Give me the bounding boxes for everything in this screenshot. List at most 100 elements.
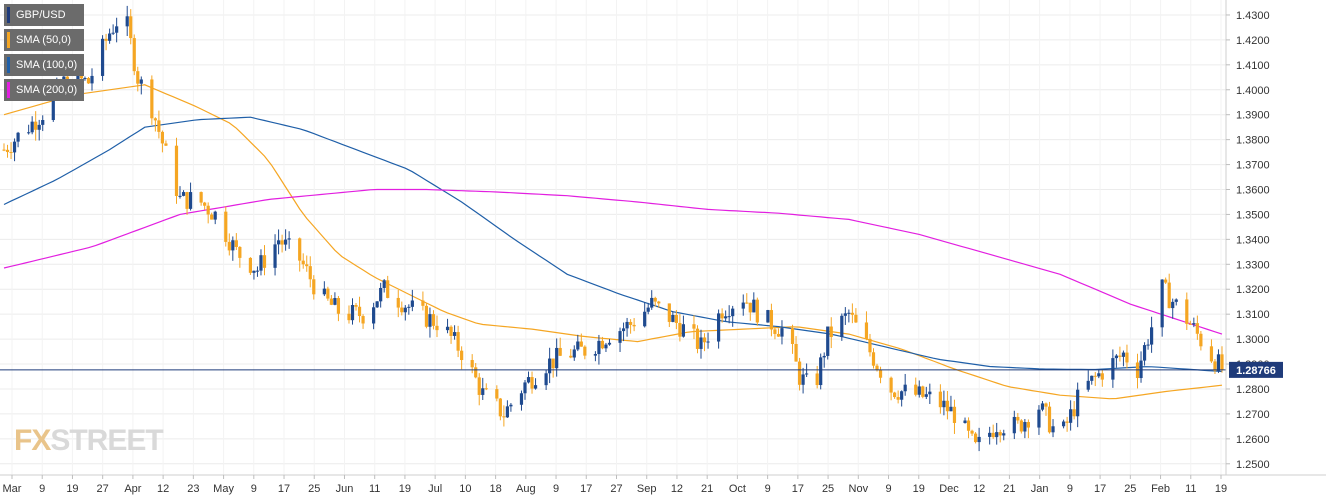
x-tick-label: 21: [1003, 483, 1015, 495]
candle-body: [470, 360, 474, 368]
candle-body: [755, 299, 759, 323]
y-tick-label: 1.3900: [1236, 110, 1270, 122]
candle-body: [424, 305, 429, 327]
candle-body: [1164, 279, 1168, 283]
candle-body: [928, 391, 932, 395]
legend-item-gbpusd[interactable]: GBP/USD: [4, 4, 84, 26]
last-price-badge: 1.28766: [1229, 361, 1283, 378]
x-tick-label: 11: [1185, 483, 1196, 495]
candle-body: [298, 238, 302, 261]
x-tick-label: 17: [580, 483, 592, 495]
candle-body: [604, 344, 608, 349]
candle-body: [139, 79, 143, 84]
x-tick-label: 19: [66, 483, 78, 495]
candle-body: [921, 386, 925, 397]
candle-body: [34, 121, 38, 130]
x-tick-label: Nov: [849, 483, 869, 495]
candle-body: [569, 355, 573, 358]
candle-body: [357, 306, 362, 317]
candle-body: [90, 75, 94, 84]
candle-body: [474, 367, 478, 378]
x-tick-label: 27: [610, 483, 622, 495]
y-tick-label: 1.3100: [1236, 309, 1270, 321]
candle-body: [854, 314, 858, 323]
candle-body: [322, 288, 326, 295]
candle-body: [231, 240, 235, 251]
candle-body: [456, 332, 460, 351]
candle-body: [741, 302, 745, 309]
y-tick-label: 1.3400: [1236, 234, 1270, 246]
candle-body: [396, 297, 400, 308]
candle-body: [1012, 416, 1016, 434]
candle-body: [435, 325, 439, 331]
candle-body: [878, 369, 883, 378]
candle-body: [991, 432, 995, 438]
candle-body: [150, 79, 154, 119]
candle-body: [632, 324, 636, 327]
x-tick-label: 27: [97, 483, 109, 495]
candle-body: [1037, 409, 1041, 428]
legend-item-sma-100[interactable]: SMA (100,0): [4, 54, 84, 76]
candle-body: [452, 332, 457, 336]
candle-body: [702, 337, 707, 343]
candle-body: [875, 365, 879, 370]
candle-body: [1047, 406, 1052, 433]
x-tick-label: Jan: [1031, 483, 1049, 495]
candle-body: [354, 305, 358, 307]
legend-item-sma-200[interactable]: SMA (200,0): [4, 79, 84, 101]
candle-body: [421, 300, 425, 306]
candle-body: [914, 384, 918, 395]
legend: GBP/USD SMA (50,0) SMA (100,0) SMA (200,…: [4, 4, 84, 104]
x-tick-label: Dec: [939, 483, 959, 495]
candle-body: [1114, 355, 1118, 359]
candle-body: [727, 316, 731, 318]
candle-body: [572, 349, 576, 358]
candle-body: [505, 406, 509, 418]
candle-body: [16, 132, 20, 142]
candle-body: [1199, 333, 1203, 347]
candle-body: [917, 386, 921, 395]
candle-body: [495, 389, 499, 399]
candle-body: [1216, 354, 1221, 371]
candle-body: [850, 312, 854, 315]
candle-body: [938, 391, 942, 408]
x-tick-label: 25: [308, 483, 320, 495]
candle-body: [1040, 403, 1045, 410]
legend-item-sma-50[interactable]: SMA (50,0): [4, 29, 84, 51]
candle-body: [1111, 358, 1115, 380]
x-tick-label: 25: [822, 483, 834, 495]
candle-body: [1093, 375, 1097, 377]
y-tick-label: 1.3000: [1236, 334, 1270, 346]
candle-body: [773, 329, 777, 334]
x-tick-label: 10: [459, 483, 471, 495]
candle-body: [333, 298, 337, 305]
candle-body: [579, 341, 583, 347]
candle-body: [276, 240, 281, 245]
candle-body: [544, 373, 548, 386]
candle-body: [681, 324, 686, 337]
x-tick-label: Feb: [1151, 483, 1170, 495]
candle-body: [871, 352, 876, 366]
candle-body: [977, 436, 981, 443]
candle-body: [963, 420, 967, 423]
candle-body: [1023, 422, 1027, 432]
y-tick-label: 1.4100: [1236, 60, 1270, 72]
y-tick-label: 1.2700: [1236, 409, 1270, 421]
fxstreet-logo: FXSTREET: [14, 424, 164, 457]
candle-body: [840, 315, 844, 338]
candle-body: [667, 303, 671, 322]
candle-body: [650, 297, 654, 308]
candle-body: [1016, 416, 1020, 421]
candle-body: [132, 38, 136, 72]
candle-body: [136, 71, 140, 84]
x-tick-label: 9: [39, 483, 45, 495]
candle-body: [847, 312, 851, 314]
candle-body: [185, 192, 189, 209]
candle-body: [83, 78, 87, 80]
legend-label: SMA (100,0): [16, 59, 78, 71]
x-tick-label: Jul: [428, 483, 442, 495]
x-tick-label: Sep: [637, 483, 657, 495]
candle-body: [224, 211, 228, 242]
candle-body: [519, 393, 524, 405]
